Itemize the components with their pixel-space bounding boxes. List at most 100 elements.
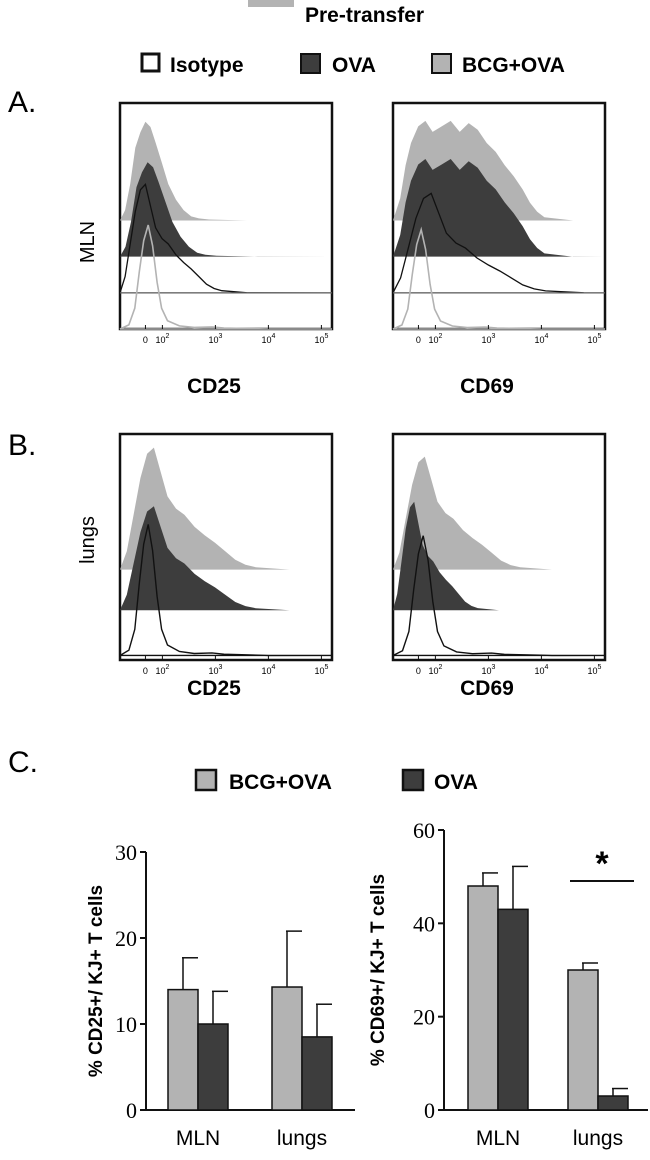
histogram-tick-label: 0 [143,666,148,676]
histogram-tick-exponent: 2 [165,333,169,340]
histogram-series-isotype [119,183,333,294]
histogram-tick-exponent: 5 [324,664,328,671]
row-label-lungs: lungs [77,516,99,564]
histogram-xlabel: CD25 [187,677,241,700]
histogram-tick-label: 104 [534,664,548,676]
histogram-tick-label: 103 [208,664,222,676]
histogram-lungs-cd25: 0 102 103 104 105 CD25 [118,432,334,700]
bar-y-tick-label: 20 [413,1005,435,1030]
histogram-mln-cd25: 0 102 103 104 105 CD25 [118,101,334,398]
bar-ova-lungs [597,1095,629,1111]
bar-legend-label-ova: OVA [434,771,478,794]
histogram-mln-cd69: 0 102 103 104 105 CD69 [391,101,607,398]
histogram-series-pretransfer [119,224,332,330]
histogram-tick-label: 0 [416,666,421,676]
bar-legend-label-bcg-ova: BCG+OVA [229,771,332,794]
legend-swatch-bcg-ova [431,53,452,74]
bar-y-label: % CD69+/ KJ+ T cells [368,874,389,1066]
histogram-series-isotype [392,192,606,294]
bar-bcg-ova-mln [467,885,499,1111]
bar-y-tick-label: 60 [413,818,435,843]
histogram-tick-label: 102 [428,333,442,345]
legend-label-ova: OVA [332,54,376,77]
histogram-tick-exponent: 3 [218,333,222,340]
bar-bcg-ova-lungs [567,969,599,1111]
histogram-tick-exponent: 4 [271,333,275,340]
histogram-tick-exponent: 4 [271,664,275,671]
bar-y-tick-label: 40 [413,911,435,936]
histogram-series-isotype [119,524,333,657]
bar-legend-swatch-bcg-ova [194,768,218,792]
bar-y-tick-label: 10 [115,1012,137,1037]
histogram-lungs-cd69: 0 102 103 104 105 CD69 [391,432,607,700]
bar-category-label: lungs [277,1127,327,1150]
histogram-tick-label: 104 [261,333,275,345]
histogram-tick-exponent: 4 [544,664,548,671]
bar-category-label: MLN [476,1127,520,1150]
histogram-tick-exponent: 4 [544,333,548,340]
legend-swatch-ova [300,53,321,74]
panel-letter-b: B. [8,429,36,462]
bar-y-tick-label: 20 [115,926,137,951]
bar-bcg-ova-mln [167,988,199,1111]
histogram-tick-label: 105 [314,664,328,676]
pretransfer-swatch [248,0,294,7]
histogram-tick-exponent: 2 [165,664,169,671]
histogram-series-ova [120,506,332,611]
bar-chart-cd25: 0 10 20 30 % CD25+/ KJ+ T cells MLN lungs [86,840,355,1150]
histogram-series-ova [393,501,605,611]
histogram-xlabel: CD69 [460,375,514,398]
bar-chart-cd69: 0 20 40 60 % CD69+/ KJ+ T cells MLN lungs * [368,818,648,1150]
histogram-tick-label: 102 [155,664,169,676]
histogram-tick-exponent: 3 [491,664,495,671]
panel-letter-c: C. [8,746,38,779]
histogram-series-bcg-ova [393,456,605,570]
histogram-series-bcg-ova [120,121,332,221]
bar-ova-mln [497,908,529,1111]
bar-y-tick-label: 0 [126,1098,137,1123]
histogram-tick-exponent: 2 [438,664,442,671]
bar-y-tick-label: 30 [115,840,137,865]
bar-y-label: % CD25+/ KJ+ T cells [86,885,107,1077]
histogram-series-bcg-ova [120,447,332,570]
histogram-tick-exponent: 5 [324,333,328,340]
panel-letter-a: A. [8,86,36,119]
pretransfer-label: Pre-transfer [305,4,424,27]
legend-label-isotype: Isotype [170,54,244,77]
histogram-tick-label: 105 [587,333,601,345]
histogram-tick-label: 105 [587,664,601,676]
histogram-xlabel: CD69 [460,677,514,700]
histogram-tick-exponent: 3 [491,333,495,340]
histogram-series-isotype [392,535,606,657]
histogram-series-ova [120,162,332,257]
legend-swatch-isotype [140,52,161,73]
bar-ova-mln [197,1023,229,1111]
histogram-xlabel: CD25 [187,375,241,398]
histogram-tick-exponent: 5 [597,664,601,671]
significance-star: * [595,845,609,883]
bar-category-label: MLN [176,1127,220,1150]
bar-bcg-ova-lungs [271,986,303,1111]
histogram-tick-label: 103 [481,333,495,345]
bar-ova-lungs [301,1036,333,1111]
histogram-tick-exponent: 5 [597,333,601,340]
bar-legend: BCG+OVA OVA [194,768,478,794]
legend-label-bcg-ova: BCG+OVA [462,54,565,77]
histogram-tick-label: 0 [143,335,148,345]
histogram-series-pretransfer [392,226,605,330]
bar-y-tick-label: 0 [424,1098,435,1123]
row-label-mln: MLN [77,221,99,263]
histogram-tick-label: 104 [534,333,548,345]
histogram-tick-exponent: 3 [218,664,222,671]
histogram-tick-label: 105 [314,333,328,345]
top-legend: Pre-transfer Isotype OVA BCG+OVA [140,0,565,77]
histogram-tick-label: 103 [208,333,222,345]
histogram-tick-label: 102 [428,664,442,676]
histogram-tick-exponent: 2 [438,333,442,340]
bar-legend-swatch-ova [401,768,425,792]
bar-category-label: lungs [573,1127,623,1150]
histogram-tick-label: 103 [481,664,495,676]
histogram-tick-label: 0 [416,335,421,345]
histogram-tick-label: 104 [261,664,275,676]
